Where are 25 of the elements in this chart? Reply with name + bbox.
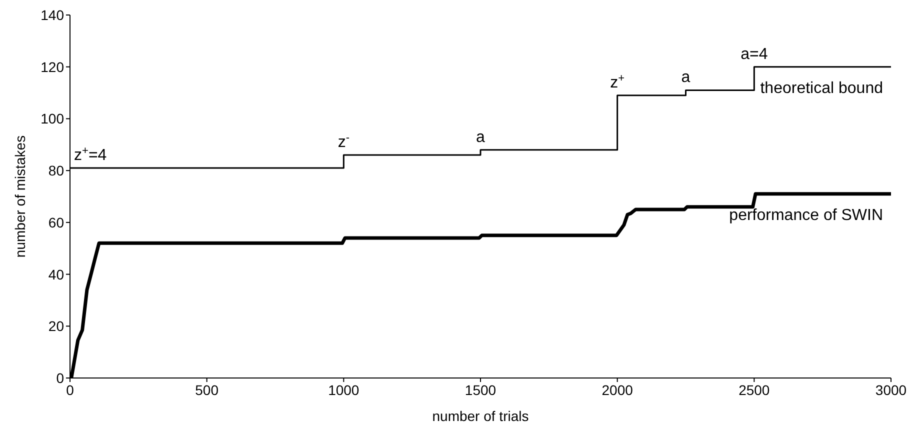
x-tick-label: 1000 (328, 382, 360, 398)
annotation: z$^{-}$ (338, 132, 350, 152)
x-tick-label: 2500 (738, 382, 770, 398)
x-tick-label: 2000 (602, 382, 634, 398)
x-tick-label: 0 (66, 382, 74, 398)
y-tick-label: 100 (40, 110, 64, 127)
y-tick-label: 120 (40, 58, 64, 75)
annotation: a (476, 128, 486, 146)
x-tick-label: 500 (195, 382, 219, 398)
y-tick-label: 20 (48, 318, 64, 334)
x-axis-title: number of trials (432, 408, 529, 424)
annotation: a=4 (740, 46, 768, 63)
y-tick-label: 40 (48, 266, 64, 282)
y-tick-label: 60 (48, 214, 64, 230)
x-tick-label: 1500 (464, 382, 496, 398)
annotation: z$^{+}$=4 (74, 144, 107, 164)
series-label: performance of SWIN (729, 206, 883, 224)
x-tick-label: 3000 (875, 382, 907, 398)
y-tick-label: 0 (56, 370, 64, 386)
annotation: a (681, 69, 690, 86)
annotation: z$^{+}$ (610, 72, 625, 92)
y-tick-label: 80 (48, 162, 64, 179)
y-tick-label: 140 (40, 6, 64, 23)
y-axis-title: number of mistakes (12, 135, 28, 258)
series-label: theoretical bound (760, 80, 883, 97)
